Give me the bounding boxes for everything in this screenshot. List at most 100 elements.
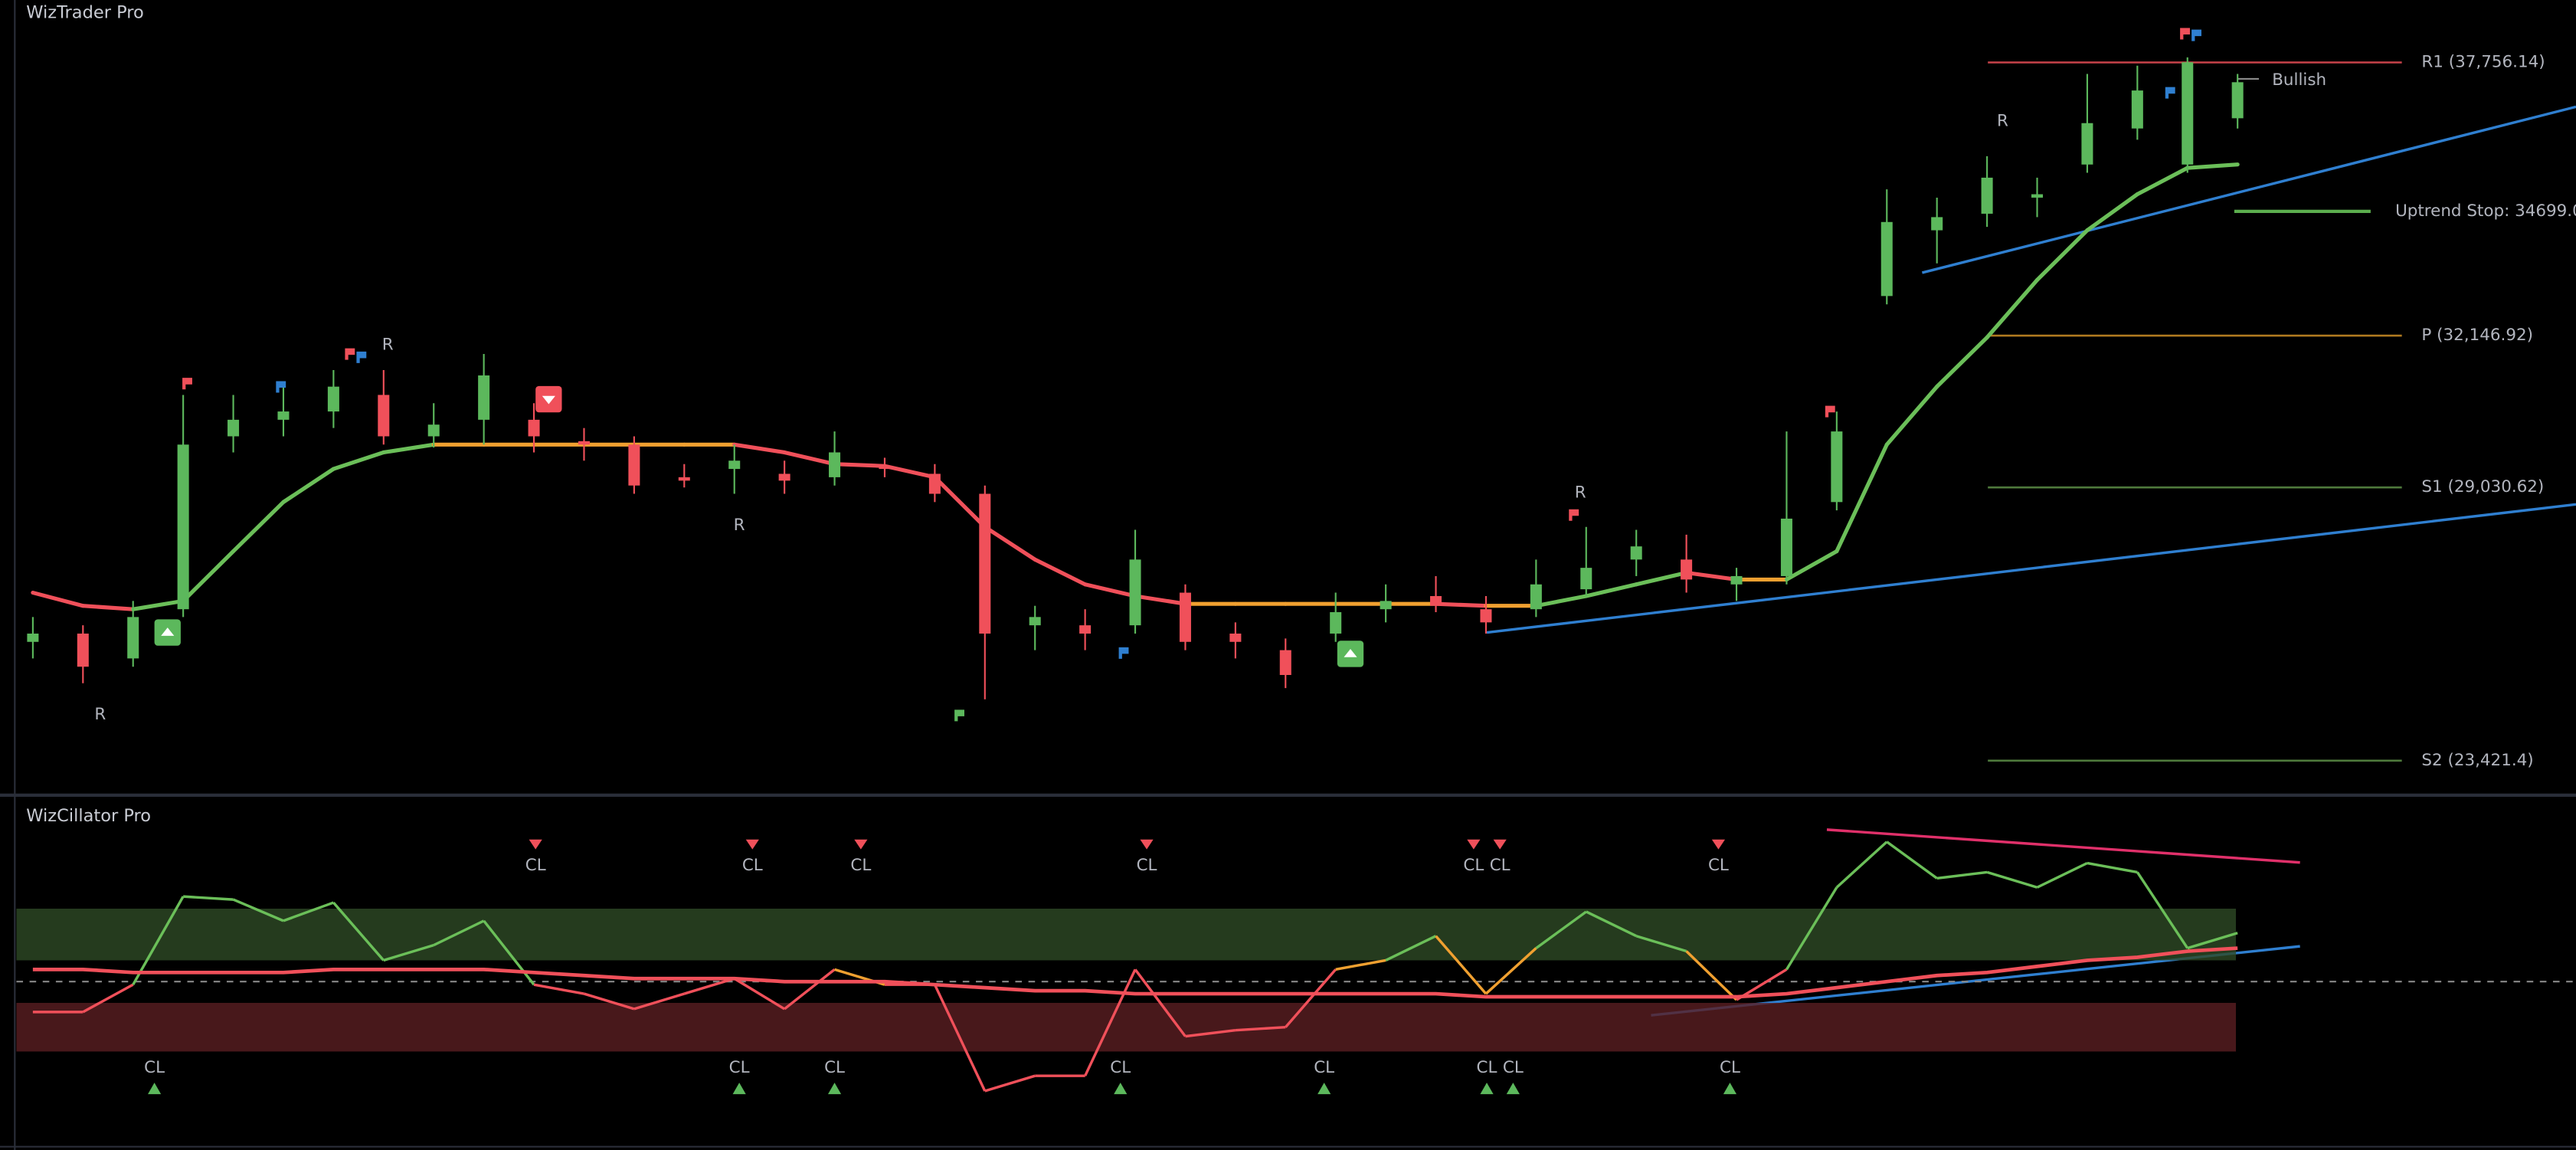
oscillator-segment	[984, 1074, 1036, 1093]
flag-icon	[2165, 87, 2175, 99]
moving-average-segment	[231, 500, 286, 554]
candle-body	[1580, 568, 1592, 590]
moving-average-segment	[1133, 594, 1188, 606]
flag-icon	[2191, 29, 2201, 41]
moving-average-segment	[1985, 277, 2040, 340]
buy-label: CL	[729, 1058, 750, 1077]
oscillator-segment	[1084, 968, 1137, 1076]
sell-triangle	[1140, 839, 1154, 850]
oscillator-segment	[82, 983, 134, 1014]
sell-label: CL	[1490, 856, 1511, 875]
candle-body	[478, 375, 490, 420]
sell-triangle	[745, 839, 759, 850]
candle-body	[928, 473, 941, 494]
moving-average-segment	[983, 525, 1037, 562]
moving-average-segment	[782, 450, 837, 467]
buy-label: CL	[1110, 1058, 1131, 1077]
flag-icon	[345, 348, 355, 360]
flag-icon	[954, 709, 964, 722]
moving-average-segment	[1433, 601, 1488, 608]
moving-average-segment	[1584, 582, 1638, 598]
sell-triangle	[529, 839, 542, 850]
signal-line	[32, 946, 2238, 999]
moving-average-segment	[381, 442, 436, 455]
candle-body	[1730, 575, 1743, 585]
sell-triangle	[854, 839, 868, 850]
candle-body	[1330, 611, 1342, 634]
candle-body	[2231, 82, 2244, 119]
divergence-line	[1826, 828, 2300, 864]
oscillator-segment	[533, 983, 584, 995]
buy-triangle	[1317, 1083, 1331, 1095]
oscillator-segment	[1586, 910, 1637, 938]
moving-average-segment	[882, 464, 937, 480]
lower-zone	[16, 1002, 2237, 1052]
candle-body	[1681, 559, 1693, 580]
signal-marker: R	[382, 335, 394, 354]
oscillator-segment	[1785, 886, 1838, 971]
flag-icon	[2180, 28, 2190, 40]
oscillator-segment	[1435, 935, 1488, 995]
oscillator-segment	[1835, 840, 1888, 889]
oscillator-segment	[784, 968, 836, 1011]
buy-label: CL	[1720, 1058, 1740, 1077]
candle-body	[1229, 633, 1242, 642]
flag-icon	[1569, 509, 1579, 521]
moving-average-segment	[2135, 165, 2190, 197]
candle-body	[1430, 596, 1442, 606]
sell-label: CL	[525, 856, 546, 875]
moving-average-segment	[131, 598, 185, 611]
buy-label: CL	[1503, 1058, 1524, 1077]
pivot-label: S2 (23,421.4)	[2421, 751, 2533, 770]
uptrend-stop-label: Uptrend Stop: 34699.0	[2395, 201, 2576, 221]
sell-label: CL	[742, 856, 763, 875]
flag-icon	[1825, 405, 1835, 418]
pivot-label: P (32,146.92)	[2421, 326, 2533, 345]
moving-average-segment	[1533, 594, 1589, 608]
oscillator-segment	[1134, 968, 1187, 1037]
candle-body	[1931, 217, 1943, 231]
candle-body	[879, 466, 891, 470]
candle-body	[127, 617, 139, 659]
moving-average-segment	[1033, 557, 1088, 587]
buy-triangle	[827, 1083, 842, 1095]
oscillator-segment	[1936, 870, 1988, 880]
candle-body	[1981, 177, 1993, 214]
moving-average-segment	[2185, 162, 2240, 170]
candle-body	[1380, 601, 1392, 610]
oscillator-segment	[332, 901, 385, 962]
oscillator-segment	[1185, 1028, 1236, 1038]
trend-line	[1486, 503, 2576, 634]
candle-body	[1129, 559, 1141, 626]
buy-triangle	[732, 1083, 746, 1095]
candle-body	[227, 419, 240, 437]
oscillator-segment	[1385, 935, 1437, 962]
sell-label: CL	[1463, 856, 1484, 875]
buy-label: CL	[144, 1058, 165, 1077]
flag-icon	[276, 381, 286, 393]
moving-average-segment	[1634, 570, 1689, 587]
upper-zone	[16, 909, 2237, 961]
trend-line	[1921, 105, 2576, 274]
moving-average-segment	[732, 442, 787, 455]
signal-arrow	[1344, 648, 1357, 657]
candle-body	[2081, 123, 2093, 165]
oscillator-segment	[283, 901, 334, 922]
oscillator-pane-title: WizCillator Pro	[26, 806, 151, 826]
oscillator-segment	[583, 992, 635, 1011]
oscillator-segment	[2136, 871, 2189, 949]
signal-marker: R	[1997, 112, 2008, 131]
moving-average-segment	[1835, 442, 1889, 554]
candle-body	[1029, 617, 1041, 626]
moving-average-segment	[1083, 582, 1137, 598]
oscillator-segment	[483, 919, 535, 986]
candle-body	[628, 444, 640, 486]
sell-triangle	[1493, 839, 1507, 850]
sell-triangle	[1711, 839, 1726, 850]
candle-body	[829, 452, 841, 477]
moving-average-segment	[331, 450, 386, 471]
candle-body	[1079, 625, 1092, 634]
